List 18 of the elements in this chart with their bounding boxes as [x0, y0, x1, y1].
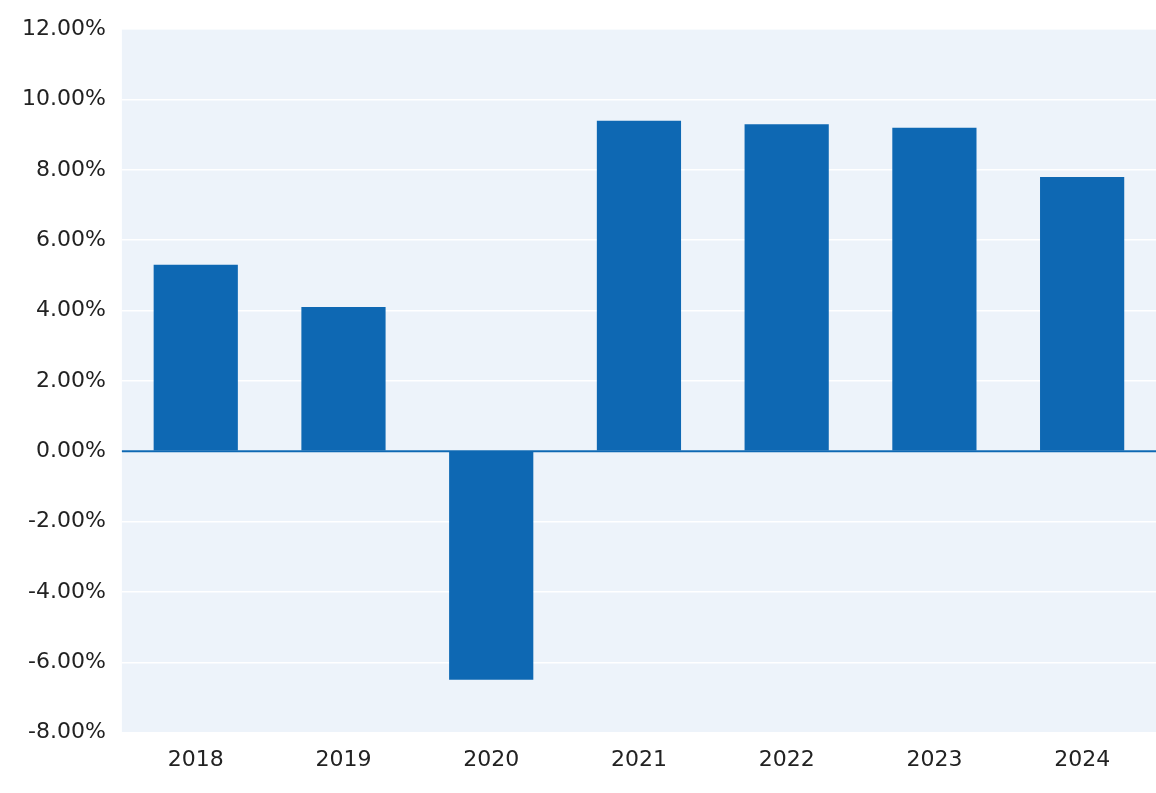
x-tick-label: 2022	[758, 745, 815, 771]
y-tick-label: -6.00%	[28, 647, 106, 673]
x-tick-label: 2018	[167, 745, 224, 771]
x-tick-label: 2019	[315, 745, 372, 771]
y-tick-label: -4.00%	[28, 577, 106, 603]
x-tick-label: 2020	[463, 745, 520, 771]
y-tick-label: 12.00%	[22, 14, 106, 40]
x-tick-label: 2024	[1054, 745, 1111, 771]
y-tick-label: 4.00%	[36, 296, 106, 322]
y-tick-label: -2.00%	[28, 507, 106, 533]
y-tick-label: -8.00%	[28, 718, 106, 744]
y-tick-label: 6.00%	[36, 225, 106, 251]
y-tick-label: 8.00%	[36, 155, 106, 181]
x-tick-label: 2021	[610, 745, 667, 771]
y-tick-label: 2.00%	[36, 366, 106, 392]
y-tick-label: 0.00%	[36, 436, 106, 462]
y-tick-label: 10.00%	[22, 85, 106, 111]
x-tick-label: 2023	[906, 745, 963, 771]
